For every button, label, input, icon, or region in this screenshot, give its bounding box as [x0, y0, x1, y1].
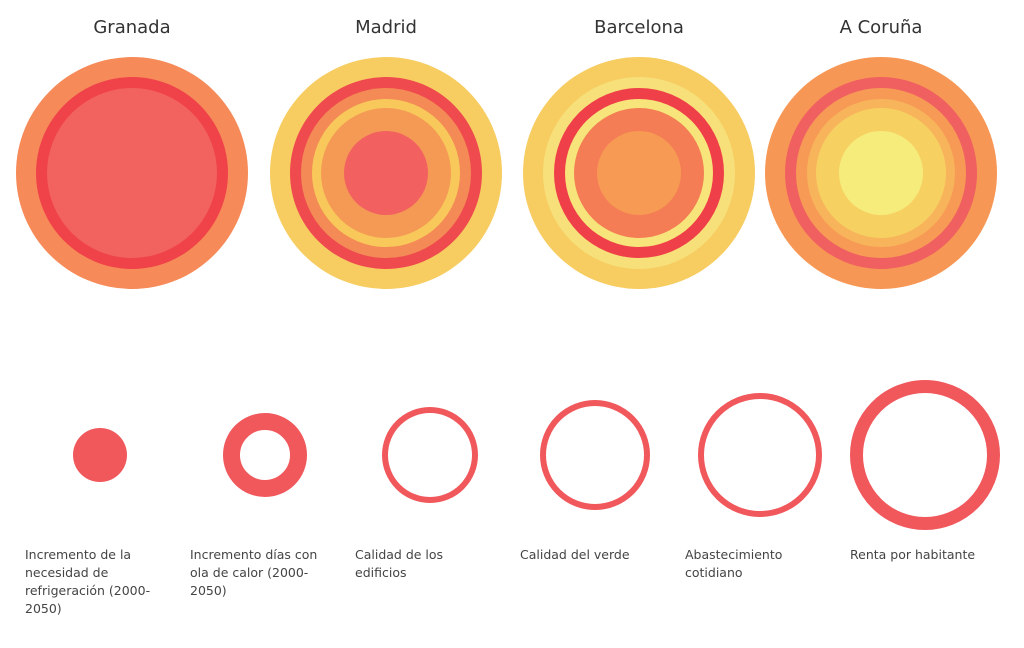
ring — [90, 131, 174, 215]
city-name: A Coruña — [840, 17, 923, 38]
indicator-label: Incremento de la necesidad de refrigerac… — [25, 547, 151, 616]
legend-ring — [540, 400, 650, 510]
indicator-label: Abastecimiento cotidiano — [685, 547, 783, 580]
indicator-label: Incremento días con ola de calor (2000-2… — [190, 547, 318, 598]
indicator-label: Calidad de los edificios — [355, 547, 444, 580]
city-name: Madrid — [355, 17, 417, 38]
legend-disk — [73, 428, 127, 482]
legend-ring — [382, 407, 478, 503]
indicator-label: Renta por habitante — [850, 547, 976, 562]
indicator-label: Calidad del verde — [520, 547, 630, 562]
legend-ring — [850, 380, 1000, 530]
city-name: Barcelona — [594, 17, 684, 38]
legend-ring — [698, 393, 822, 517]
ring — [597, 131, 681, 215]
legend-ring — [223, 413, 307, 497]
city-name: Granada — [93, 17, 170, 38]
ring — [839, 131, 923, 215]
ring — [344, 131, 428, 215]
